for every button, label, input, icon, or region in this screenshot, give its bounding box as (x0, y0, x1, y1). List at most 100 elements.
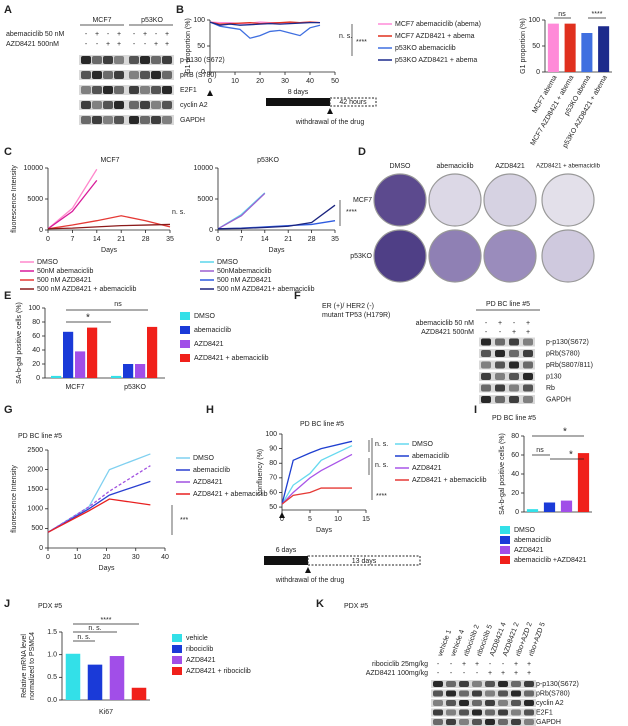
blot-band (495, 350, 505, 357)
y-axis-label: G1 proportion (%) (185, 18, 192, 74)
blot-band (511, 700, 521, 706)
annotation: * (569, 450, 573, 461)
blot-band (103, 116, 113, 124)
timeline-note: withdrawal of the drug (275, 577, 345, 584)
bar (87, 327, 98, 378)
legend-label: ribociclib (186, 646, 213, 653)
y-tick-label: 0 (39, 545, 43, 552)
treatment-sign: + (462, 661, 466, 668)
blot-band (485, 709, 495, 716)
legend-label: 50nM abemaciclib (37, 268, 94, 275)
blot-band (433, 709, 443, 716)
bar (111, 375, 122, 378)
treatment-sign: - (85, 41, 88, 48)
legend-label: DMSO (37, 259, 59, 266)
x-tick-label: 0 (46, 554, 50, 561)
y-axis-label: confluency (%) (257, 449, 264, 495)
blot-band (495, 396, 505, 403)
blot-band (114, 116, 124, 124)
series-line (47, 465, 151, 533)
series-line (209, 21, 320, 26)
legend-label: p53KO AZD8421 + abema (395, 57, 477, 64)
band-label: cyclin A2 (180, 102, 208, 109)
blot-strip (431, 680, 536, 688)
series-line (47, 215, 171, 230)
bar (123, 364, 134, 378)
treatment-sign: + (514, 661, 518, 668)
legend-label: AZD8421 (186, 657, 216, 664)
legend-label: 500 nM AZD8421 + abemaciclib (37, 286, 137, 293)
treatment-sign: + (117, 41, 121, 48)
treatment-sign: - (463, 670, 466, 677)
blot-band (481, 396, 491, 403)
blot-band (485, 681, 495, 687)
blot-strip (79, 70, 174, 80)
legend-label: DMSO (412, 441, 434, 448)
y-tick-label: 50 (269, 504, 277, 511)
x-tick-label: 30 (132, 554, 140, 561)
treatment-sign: - (437, 661, 440, 668)
series-line (209, 21, 321, 39)
legend-swatch (180, 312, 190, 320)
legend-label: AZD8421 (412, 465, 442, 472)
treatment-sign: - (96, 41, 99, 48)
x-axis-label: Days (269, 247, 285, 254)
panel-label: B (176, 4, 184, 16)
annotation: * (86, 313, 90, 324)
blot-band (92, 56, 102, 64)
blot-band (481, 350, 491, 357)
blot-band (523, 384, 533, 392)
treatment-sign: - (437, 670, 440, 677)
x-tick-label: p53KO (124, 384, 146, 391)
annotation: n. s. (339, 33, 352, 40)
panel-label: J (4, 598, 10, 610)
band-label: GAPDH (180, 117, 205, 124)
x-tick-label: 21 (284, 236, 292, 243)
bar (543, 502, 556, 512)
x-tick-label: 7 (70, 236, 74, 243)
band-label: E2F1 (536, 709, 553, 716)
y-tick-label: 100 (528, 17, 540, 24)
blot-band (472, 709, 482, 716)
series-line (47, 480, 151, 533)
blot-title: PD BC line #5 (486, 301, 530, 308)
treatment-sign: + (526, 320, 530, 327)
blot-band (511, 709, 521, 716)
legend-label: DMSO (193, 455, 215, 462)
y-tick-label: 0 (39, 227, 43, 234)
legend-label: 500 nM AZD8421+ abemaciclib (217, 286, 315, 293)
y-tick-label: 40 (511, 471, 519, 478)
y-axis-label: SA-b-gal positive cells (%) (16, 302, 23, 384)
y-tick-label: 90 (269, 445, 277, 452)
chart-title: PD BC line #5 (300, 421, 344, 428)
series-line (47, 498, 151, 533)
treatment-sign: - (476, 670, 479, 677)
blot-strip (79, 55, 174, 65)
series-line (217, 220, 336, 230)
y-tick-label: 50 (532, 43, 540, 50)
timeline-label: 6 days (276, 547, 297, 554)
blot-strip (79, 85, 174, 95)
blot-band (472, 700, 482, 706)
bar (75, 351, 86, 378)
blot-band (151, 71, 161, 79)
series-line (47, 179, 98, 230)
blot-band (129, 101, 139, 109)
blot-band (523, 396, 533, 403)
treatment-sign: - (513, 320, 516, 327)
blot-title: PDX #5 (344, 603, 368, 610)
legend-label: AZD8421 + abemaciclib (194, 355, 269, 362)
bar (547, 23, 559, 72)
blot-band (498, 709, 508, 716)
legend-swatch (500, 526, 510, 534)
x-axis-label: Days (99, 565, 115, 572)
blot-band (81, 116, 91, 124)
blot-band (481, 361, 491, 369)
blot-band (495, 338, 505, 346)
band-label: p130 (546, 373, 562, 380)
x-tick-label: 28 (142, 236, 150, 243)
legend-swatch (500, 546, 510, 554)
x-tick-label: 0 (46, 236, 50, 243)
y-tick-label: 1.5 (47, 629, 57, 636)
annotation: ns (536, 447, 544, 454)
